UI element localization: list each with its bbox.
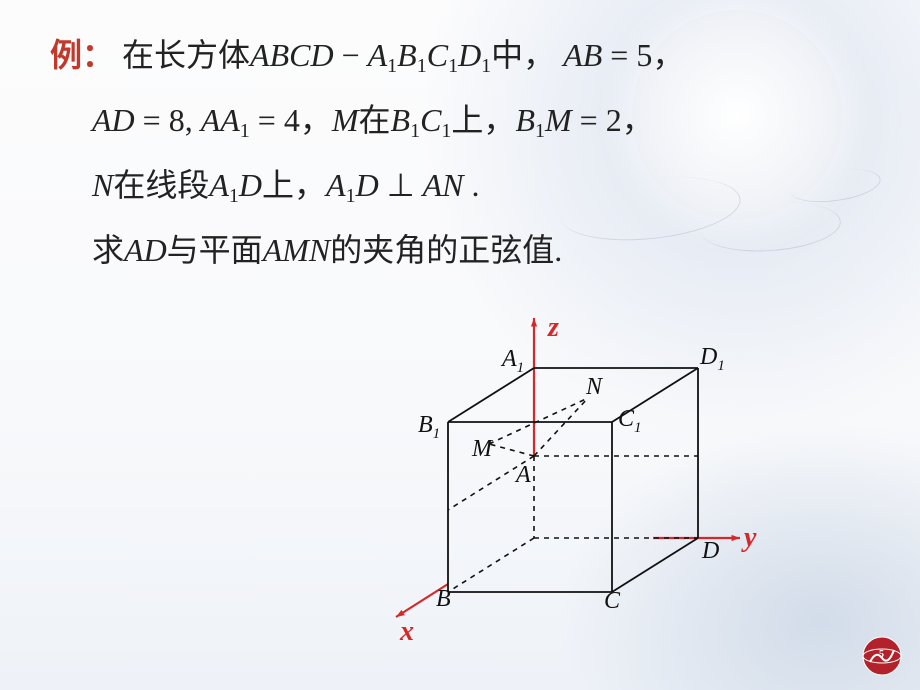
svg-text:D: D (701, 538, 719, 564)
svg-text:B: B (436, 586, 451, 612)
svg-text:B1: B1 (418, 412, 440, 442)
problem-line-2: AD = 8, AA1 = 4，M在B1C1上，B1M = 2， (50, 93, 870, 158)
example-label: 例： (50, 37, 114, 73)
svg-text:M: M (471, 436, 494, 462)
svg-text:N: N (585, 374, 604, 400)
problem-line-1: 例： 在长方体ABCD − A1B1C1D1中， AB = 5， (50, 28, 870, 93)
problem-line-4: 求AD与平面AMN的夹角的正弦值. (50, 223, 870, 277)
svg-text:C: C (604, 588, 621, 614)
svg-text:x: x (399, 616, 414, 646)
cuboid-diagram: z y x A1 B1 D1 C1 M N A D B C (308, 306, 778, 646)
svg-text:z: z (547, 312, 559, 343)
svg-text:C1: C1 (618, 406, 642, 436)
svg-text:y: y (741, 522, 757, 553)
svg-text:A1: A1 (500, 346, 524, 376)
svg-text:D1: D1 (699, 344, 725, 374)
svg-text:A: A (514, 462, 531, 488)
problem-line-3: N在线段A1D上，A1D ⊥ AN . (50, 158, 870, 223)
page-number: 5 (879, 649, 884, 660)
